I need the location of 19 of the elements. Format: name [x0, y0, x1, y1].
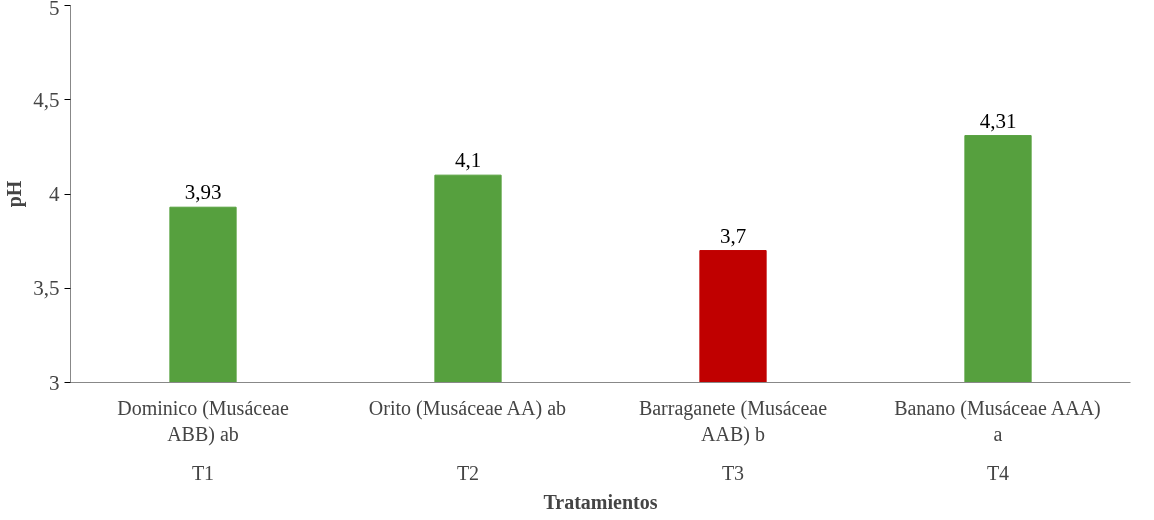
y-tick-label: 3,5	[33, 276, 60, 301]
x-tick-label: Barraganete (Musáceae AAB) b	[638, 396, 828, 446]
text: T1	[191, 461, 215, 484]
data-label: 4,1	[454, 148, 482, 173]
text: T2	[456, 461, 480, 484]
x-tick-label: Banano (Musáceae AAA) a	[894, 396, 1101, 445]
y-tick-label: 3	[49, 370, 60, 395]
data-label: 3,93	[184, 180, 222, 205]
y-tick-label: 4	[49, 182, 60, 206]
data-label: 3,7	[719, 223, 747, 248]
x-tick-label: Orito (Musáceae AA) ab	[368, 396, 567, 420]
text: T4	[986, 461, 1010, 484]
x-axis-title: Tratamientos	[543, 490, 658, 513]
y-tick-label: 5	[49, 0, 60, 20]
y-tick-label: 4,5	[33, 87, 60, 112]
data-label: 4,31	[979, 108, 1017, 133]
y-axis-title: pH	[3, 180, 27, 208]
text: T3	[721, 461, 745, 484]
x-tick-label: Dominico (Musáceae ABB) ab	[117, 396, 289, 446]
